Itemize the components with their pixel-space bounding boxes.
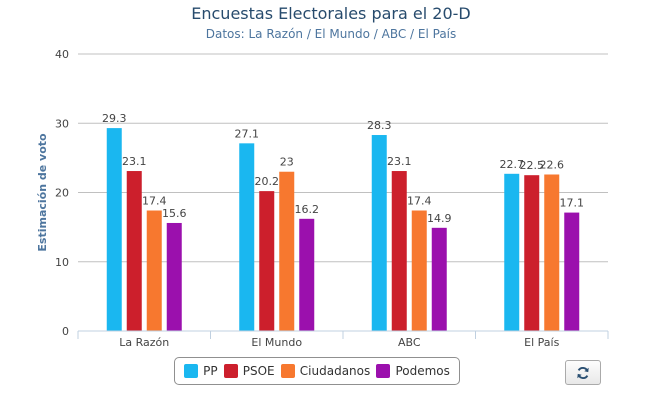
- data-label: 23: [280, 156, 294, 169]
- x-category-label: El Mundo: [251, 336, 302, 349]
- data-label: 22.5: [520, 159, 545, 172]
- data-label: 17.1: [560, 197, 585, 210]
- bar-ciudadanos: [279, 171, 295, 331]
- data-label: 29.3: [102, 112, 127, 125]
- bar-podemos: [564, 212, 580, 331]
- x-category-label: ABC: [398, 336, 421, 349]
- bar-psoe: [391, 171, 407, 331]
- bar-podemos: [299, 218, 315, 331]
- legend-swatch: [184, 364, 199, 378]
- data-label: 23.1: [387, 155, 412, 168]
- legend-swatch: [223, 364, 238, 378]
- x-category-label: El País: [524, 336, 559, 349]
- bar-psoe: [524, 175, 540, 331]
- bar-podemos: [431, 227, 447, 331]
- legend-label: Podemos: [395, 364, 450, 378]
- legend-item-psoe[interactable]: PSOE: [223, 364, 275, 378]
- y-tick-label: 10: [55, 256, 69, 269]
- legend-label: PP: [203, 364, 218, 378]
- y-tick-label: 40: [55, 48, 69, 61]
- y-tick-label: 30: [55, 117, 69, 130]
- refresh-button[interactable]: [565, 360, 601, 385]
- data-label: 22.7: [500, 158, 525, 171]
- chart-subtitle: Datos: La Razón / El Mundo / ABC / El Pa…: [205, 27, 457, 41]
- data-label: 14.9: [427, 212, 452, 225]
- data-label: 20.2: [255, 175, 280, 188]
- legend-label: Ciudadanos: [299, 364, 371, 378]
- bar-ciudadanos: [146, 210, 162, 331]
- bar-psoe: [126, 171, 142, 331]
- legend: PP PSOE Ciudadanos Podemos: [174, 357, 460, 385]
- data-label: 17.4: [142, 195, 167, 208]
- data-label: 16.2: [295, 203, 320, 216]
- legend-swatch: [280, 364, 295, 378]
- data-label: 17.4: [407, 195, 432, 208]
- refresh-icon: [577, 366, 589, 379]
- bar-ciudadanos: [544, 174, 560, 331]
- data-label: 28.3: [367, 119, 392, 132]
- legend-item-pp[interactable]: PP: [184, 364, 218, 378]
- y-tick-label: 20: [55, 187, 69, 200]
- bar-podemos: [166, 222, 182, 331]
- y-axis-title: Estimación de voto: [36, 133, 49, 252]
- chart-title: Encuestas Electorales para el 20-D: [191, 4, 471, 23]
- legend-item-podemos[interactable]: Podemos: [376, 364, 450, 378]
- data-label: 22.6: [540, 158, 565, 171]
- data-label: 15.6: [162, 207, 187, 220]
- y-tick-label: 0: [62, 325, 69, 338]
- bar-pp: [239, 143, 255, 331]
- bar-pp: [504, 173, 520, 331]
- bar-ciudadanos: [411, 210, 427, 331]
- data-label: 23.1: [122, 155, 147, 168]
- bar-psoe: [259, 191, 275, 331]
- legend-label: PSOE: [242, 364, 275, 378]
- x-category-label: La Razón: [119, 336, 169, 349]
- bar-pp: [371, 135, 387, 331]
- legend-swatch: [376, 364, 391, 378]
- bar-pp: [106, 128, 122, 331]
- legend-item-ciudadanos[interactable]: Ciudadanos: [280, 364, 371, 378]
- data-label: 27.1: [235, 127, 260, 140]
